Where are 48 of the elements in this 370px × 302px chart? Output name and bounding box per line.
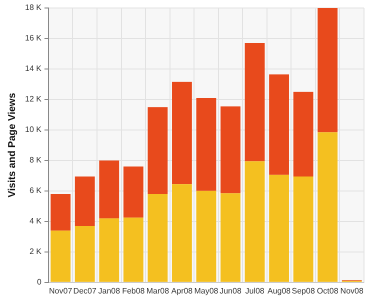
bar [269, 74, 289, 175]
x-tick-label: Jul08 [245, 286, 265, 296]
bar [148, 107, 168, 194]
bar [244, 43, 265, 162]
x-tick-label: Aug08 [267, 286, 292, 296]
bar [318, 8, 338, 132]
x-tick-label: Feb08 [122, 286, 146, 296]
x-tick-label: Nov07 [49, 286, 73, 296]
y-tick-label: 18 K [24, 3, 42, 12]
y-tick-label: 4 K [29, 216, 42, 226]
x-tick-label: May08 [194, 286, 219, 296]
y-tick-label: 6 K [29, 186, 42, 196]
bar [74, 176, 95, 226]
bar [123, 218, 144, 282]
bar [74, 226, 95, 282]
x-tick-label: Nov08 [340, 286, 364, 296]
bar [123, 166, 144, 218]
x-tick-label: Jun08 [220, 286, 242, 296]
x-tick-label: Sep08 [292, 286, 316, 296]
bar [269, 174, 289, 282]
bar [244, 161, 265, 282]
y-tick-label: 2 K [29, 247, 42, 256]
bar [172, 184, 192, 282]
bar [220, 193, 240, 282]
bar [99, 218, 120, 282]
x-tick-label: Dec07 [73, 286, 97, 296]
bar [50, 194, 71, 231]
y-tick-label: 0 [37, 278, 42, 287]
y-tick-label: 16 K [24, 34, 42, 43]
bar [318, 132, 338, 282]
bar [196, 190, 216, 282]
bar [293, 176, 314, 282]
x-tick-label: Oct08 [316, 286, 339, 296]
y-tick-label: 12 K [24, 94, 42, 104]
bar [172, 82, 192, 184]
bar [99, 160, 120, 218]
bar [293, 92, 314, 176]
bar [148, 194, 168, 282]
bar [50, 230, 71, 282]
x-tick-label: Mar08 [146, 286, 170, 296]
bar [196, 98, 216, 191]
y-tick-label: 8 K [29, 156, 42, 165]
y-axis-title: Visits and Page Views [6, 92, 18, 198]
x-tick-label: Apr08 [171, 286, 194, 296]
y-tick-label: 10 K [24, 125, 42, 134]
bar [220, 106, 240, 194]
x-tick-label: Jan08 [98, 286, 121, 296]
y-tick-label: 14 K [24, 64, 42, 74]
